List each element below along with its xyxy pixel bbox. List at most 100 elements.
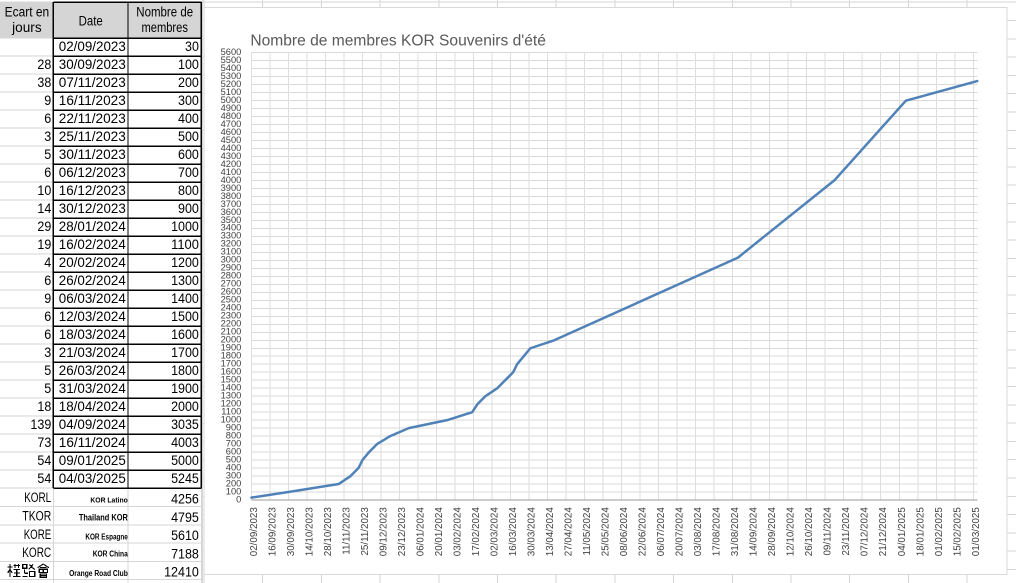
svg-text:900: 900 [178, 201, 199, 216]
svg-text:22/11/2023: 22/11/2023 [59, 111, 126, 126]
svg-text:KORE: KORE [24, 527, 52, 542]
svg-text:4900: 4900 [221, 103, 242, 113]
svg-text:1400: 1400 [171, 291, 199, 306]
svg-text:5000: 5000 [171, 453, 199, 468]
svg-text:5: 5 [44, 381, 51, 396]
svg-text:03/02/2024: 03/02/2024 [453, 507, 464, 557]
svg-text:16/12/2023: 16/12/2023 [59, 183, 126, 198]
svg-text:5: 5 [44, 363, 51, 378]
svg-text:09/11/2024: 09/11/2024 [823, 507, 834, 556]
svg-text:25/11/2023: 25/11/2023 [360, 507, 371, 556]
svg-text:2700: 2700 [221, 279, 242, 289]
svg-text:30/03/2024: 30/03/2024 [527, 507, 538, 557]
svg-text:09/12/2023: 09/12/2023 [378, 507, 389, 557]
svg-text:1100: 1100 [221, 406, 241, 416]
svg-text:18: 18 [37, 399, 51, 414]
svg-text:14/09/2024: 14/09/2024 [749, 507, 760, 557]
svg-text:2600: 2600 [221, 287, 242, 297]
svg-text:06/03/2024: 06/03/2024 [59, 291, 126, 306]
svg-text:4200: 4200 [221, 159, 242, 169]
svg-text:6: 6 [44, 327, 51, 342]
svg-text:30/11/2023: 30/11/2023 [59, 147, 126, 162]
svg-text:1000: 1000 [221, 414, 242, 424]
svg-text:25/05/2024: 25/05/2024 [601, 507, 612, 557]
svg-text:06/12/2023: 06/12/2023 [59, 165, 126, 180]
svg-text:07/12/2024: 07/12/2024 [860, 507, 871, 557]
svg-text:27/04/2024: 27/04/2024 [564, 507, 575, 557]
svg-text:1500: 1500 [221, 375, 242, 385]
svg-text:KOR Espagne: KOR Espagne [85, 533, 128, 542]
svg-text:7188: 7188 [171, 546, 199, 561]
svg-text:5200: 5200 [221, 79, 242, 89]
svg-text:12/03/2024: 12/03/2024 [59, 309, 126, 324]
svg-text:KORL: KORL [24, 490, 51, 505]
svg-text:2100: 2100 [221, 327, 242, 337]
svg-text:1300: 1300 [221, 390, 242, 400]
svg-text:14/10/2023: 14/10/2023 [304, 507, 315, 557]
svg-text:1800: 1800 [221, 351, 242, 361]
svg-text:200: 200 [226, 478, 242, 488]
svg-text:16/03/2024: 16/03/2024 [508, 507, 519, 557]
svg-text:1500: 1500 [171, 309, 199, 324]
svg-text:5600: 5600 [221, 47, 242, 57]
svg-text:2300: 2300 [221, 311, 242, 321]
svg-text:18/03/2024: 18/03/2024 [59, 327, 126, 342]
svg-text:4000: 4000 [221, 175, 242, 185]
svg-text:5000: 5000 [221, 95, 242, 105]
svg-text:28/01/2024: 28/01/2024 [59, 219, 126, 234]
svg-text:139: 139 [30, 417, 51, 432]
svg-text:5610: 5610 [171, 528, 199, 543]
svg-text:3600: 3600 [221, 207, 242, 217]
svg-text:3100: 3100 [221, 247, 242, 257]
svg-text:1100: 1100 [171, 237, 199, 252]
svg-text:09/01/2025: 09/01/2025 [59, 453, 126, 468]
svg-text:2200: 2200 [221, 319, 242, 329]
svg-text:Orange Road Club: Orange Road Club [69, 568, 128, 578]
svg-text:TKOR: TKOR [22, 509, 51, 524]
svg-text:1400: 1400 [221, 382, 242, 392]
svg-text:23/12/2023: 23/12/2023 [397, 507, 408, 557]
svg-text:Date: Date [79, 14, 103, 29]
svg-text:26/10/2024: 26/10/2024 [804, 507, 815, 557]
svg-text:16/09/2023: 16/09/2023 [267, 507, 278, 557]
svg-text:4700: 4700 [221, 119, 242, 129]
svg-text:30/12/2023: 30/12/2023 [59, 201, 126, 216]
svg-text:Thailand KOR: Thailand KOR [79, 513, 128, 523]
svg-text:5300: 5300 [221, 71, 242, 81]
svg-text:29: 29 [37, 219, 51, 234]
svg-text:4500: 4500 [221, 135, 242, 145]
svg-text:31/03/2024: 31/03/2024 [59, 381, 126, 396]
svg-text:3: 3 [44, 129, 51, 144]
svg-text:28: 28 [37, 57, 51, 72]
svg-text:23/11/2024: 23/11/2024 [841, 507, 852, 556]
svg-text:4: 4 [44, 255, 51, 270]
svg-text:54: 54 [37, 453, 51, 468]
svg-text:15/02/2025: 15/02/2025 [952, 507, 963, 557]
svg-text:6: 6 [44, 309, 51, 324]
svg-text:12/10/2024: 12/10/2024 [786, 507, 797, 557]
svg-text:1700: 1700 [171, 345, 199, 360]
svg-text:5400: 5400 [221, 63, 242, 73]
svg-text:20/01/2024: 20/01/2024 [434, 507, 445, 557]
svg-text:700: 700 [178, 165, 199, 180]
svg-text:600: 600 [226, 446, 242, 456]
svg-text:30: 30 [185, 39, 199, 54]
svg-text:400: 400 [226, 462, 242, 472]
svg-text:KORC: KORC [22, 545, 51, 560]
svg-text:02/09/2023: 02/09/2023 [59, 39, 126, 54]
svg-text:4003: 4003 [171, 435, 199, 450]
svg-text:13/04/2024: 13/04/2024 [545, 507, 556, 557]
svg-text:900: 900 [226, 422, 242, 432]
svg-text:1200: 1200 [221, 398, 242, 408]
svg-text:21/03/2024: 21/03/2024 [59, 345, 126, 360]
svg-text:28/10/2023: 28/10/2023 [323, 507, 334, 557]
svg-text:3035: 3035 [171, 417, 199, 432]
svg-text:Nombre de: Nombre de [136, 5, 193, 20]
svg-text:800: 800 [226, 430, 242, 440]
svg-text:500: 500 [226, 454, 242, 464]
svg-text:1900: 1900 [171, 381, 199, 396]
svg-text:19: 19 [37, 237, 51, 252]
svg-text:1600: 1600 [171, 327, 199, 342]
svg-text:1300: 1300 [171, 273, 199, 288]
svg-text:07/11/2023: 07/11/2023 [59, 75, 126, 90]
